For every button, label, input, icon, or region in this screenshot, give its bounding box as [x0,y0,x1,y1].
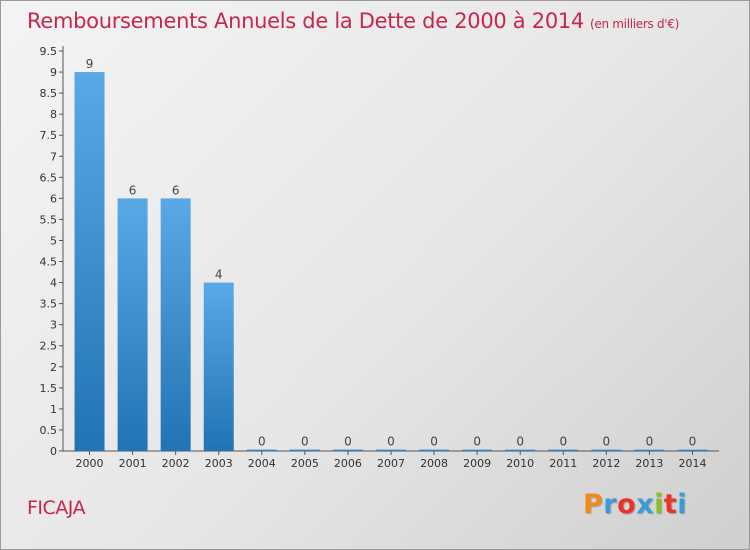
bar [677,449,708,451]
y-tick-label: 2.5 [40,340,58,353]
data-label: 0 [646,435,654,449]
bar [332,449,363,451]
x-tick-label: 2006 [334,457,362,470]
logo-letter: i [654,489,664,520]
data-label: 9 [86,57,94,71]
bar [419,449,450,451]
y-tick-label: 4.5 [40,256,58,269]
y-tick-label: 9.5 [40,45,58,58]
bar [505,449,536,451]
y-tick-label: 5 [50,234,57,247]
bar [74,72,105,451]
bar [462,449,493,451]
y-tick-label: 3.5 [40,298,58,311]
bar [591,449,622,451]
logo-letter: x [636,489,655,520]
x-tick-label: 2011 [549,457,577,470]
chart-title: Remboursements Annuels de la Dette de 20… [27,9,679,33]
x-tick-label: 2001 [119,457,147,470]
data-label: 6 [129,183,137,197]
data-label: 0 [344,435,352,449]
x-tick-label: 2005 [291,457,319,470]
x-tick-label: 2012 [592,457,620,470]
data-label: 6 [172,183,180,197]
chart-bars: 9 6 6 4 0 0 0 0 0 0 0 0 0 0 0 [74,57,708,451]
x-tick-label: 2003 [205,457,233,470]
y-tick-label: 9 [50,66,57,79]
data-label: 4 [215,268,223,282]
logo-letter: o [617,489,637,520]
x-tick-label: 2007 [377,457,405,470]
y-tick-label: 1 [50,403,57,416]
x-tick-label: 2004 [248,457,276,470]
bar [376,449,406,451]
y-tick-label: 3 [50,319,57,332]
bar [117,198,148,451]
y-tick-label: 8.5 [40,87,58,100]
data-label: 0 [516,435,524,449]
data-label: 0 [603,435,611,449]
bar [634,449,665,451]
x-tick-label: 2010 [506,457,534,470]
logo-letter: P [583,489,604,520]
bar [548,449,579,451]
bar [289,449,320,451]
x-tick-label: 2002 [162,457,190,470]
data-label: 0 [387,435,395,449]
logo-letter: t [663,489,678,520]
x-tick-label: 2008 [420,457,448,470]
bar [246,449,277,451]
data-label: 0 [559,435,567,449]
x-tick-label: 2013 [635,457,663,470]
chart-title-text: Remboursements Annuels de la Dette de 20… [27,9,584,33]
y-tick-label: 1.5 [40,382,58,395]
y-tick-label: 6 [50,192,57,205]
y-tick-label: 2 [50,361,57,374]
proxiti-logo: Proxiti [583,489,687,520]
data-label: 0 [301,435,309,449]
y-tick-label: 0.5 [40,424,58,437]
data-label: 0 [689,435,697,449]
y-tick-label: 6.5 [40,171,58,184]
y-tick-label: 7 [50,150,57,163]
data-label: 0 [258,435,266,449]
data-label: 0 [430,435,438,449]
logo-letter: r [603,489,618,520]
y-tick-label: 4 [50,277,57,290]
chart-unit: (en milliers d'€) [590,17,680,31]
chart-axes: 0 0.5 1 1.5 2 2.5 3 3.5 4 4.5 5 5.5 6 6.5 7 7.5 8 8.5 9 9.5… [40,45,719,470]
y-tick-label: 5.5 [40,213,58,226]
x-tick-label: 2009 [463,457,491,470]
y-tick-label: 0 [50,445,57,458]
logo-letter: i [677,489,688,520]
data-label: 0 [473,435,481,449]
x-tick-label: 2000 [76,457,104,470]
x-tick-label: 2014 [678,457,706,470]
place-name: FICAJA [27,497,86,519]
y-tick-label: 7.5 [40,129,58,142]
bar [160,198,191,451]
y-tick-label: 8 [50,108,57,121]
bar [203,282,234,451]
